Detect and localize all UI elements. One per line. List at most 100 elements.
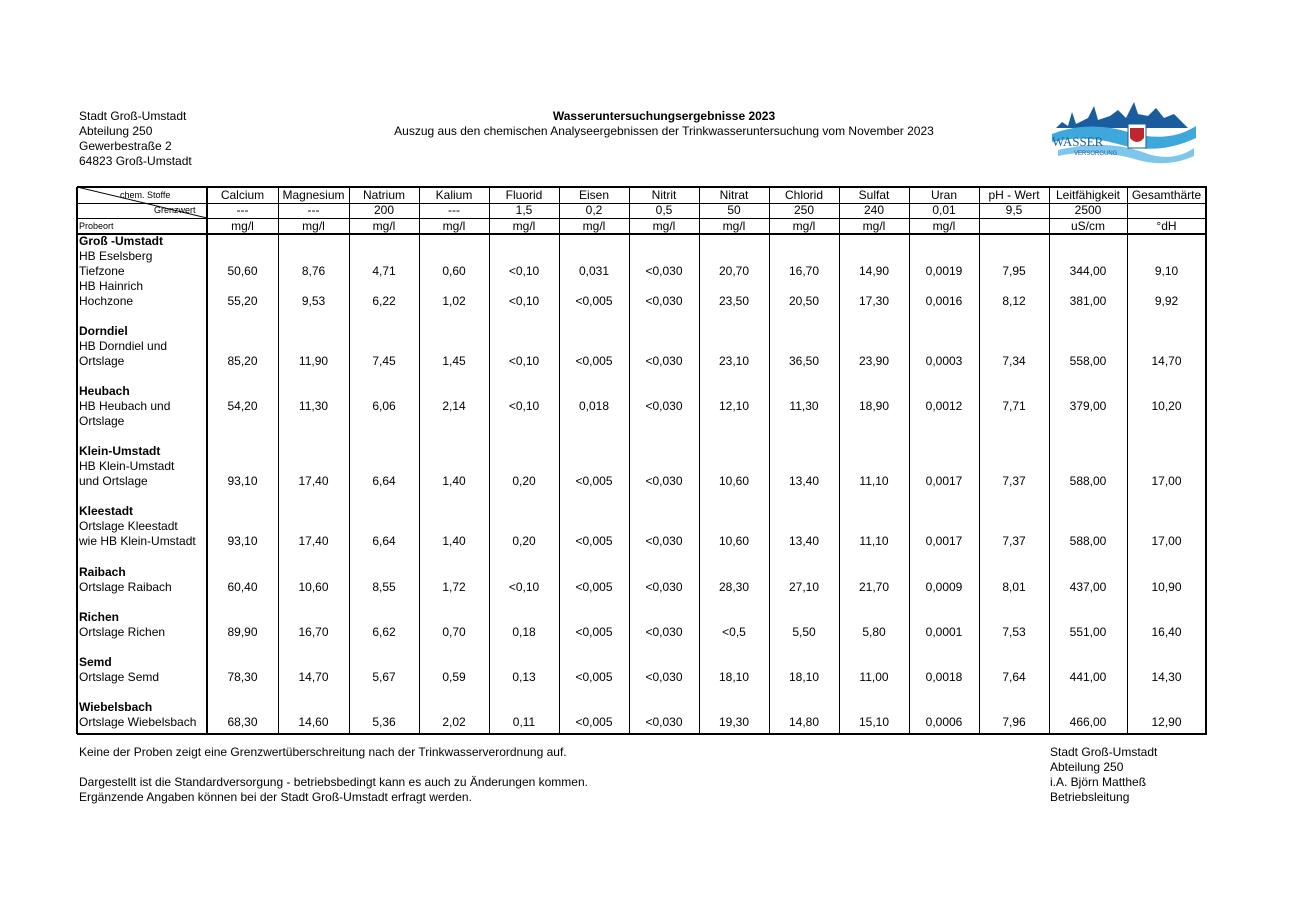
cell-value: 9,10 bbox=[1154, 263, 1179, 278]
cell-value: <0,10 bbox=[508, 263, 540, 278]
footer-note: Dargestellt ist die Standardversorgung -… bbox=[79, 774, 588, 789]
group-name: Richen bbox=[79, 609, 120, 624]
cell-value: 551,00 bbox=[1069, 624, 1107, 639]
cell-value: 5,36 bbox=[372, 715, 396, 730]
cell-value: 18,10 bbox=[718, 669, 750, 684]
cell-value: 85,20 bbox=[227, 353, 258, 368]
column-unit: mg/l bbox=[372, 218, 396, 233]
rule bbox=[76, 187, 78, 734]
column-unit: mg/l bbox=[932, 218, 956, 233]
cell-value: 68,30 bbox=[227, 715, 258, 730]
subtitle: Auszug aus den chemischen Analyseergebni… bbox=[394, 123, 934, 138]
cell-value: 0,0012 bbox=[925, 398, 963, 413]
cell-value: <0,5 bbox=[722, 624, 746, 639]
cell-value: <0,030 bbox=[645, 579, 683, 594]
cell-value: 12,10 bbox=[718, 398, 750, 413]
rule bbox=[1205, 187, 1207, 734]
row-label: HB Klein-Umstadt bbox=[79, 459, 175, 474]
cell-value: 16,40 bbox=[1151, 624, 1182, 639]
column-name: Magnesium bbox=[282, 187, 345, 202]
cell-value: <0,030 bbox=[645, 624, 683, 639]
row-label: Ortslage Kleestadt bbox=[79, 519, 178, 534]
cell-value: 10,60 bbox=[718, 474, 750, 489]
cell-value: 0,0003 bbox=[925, 353, 963, 368]
cell-value: 89,90 bbox=[227, 624, 258, 639]
cell-value: 7,53 bbox=[1002, 624, 1026, 639]
group-name: Raibach bbox=[79, 564, 126, 579]
cell-value: 2,14 bbox=[442, 398, 466, 413]
rule bbox=[1049, 187, 1050, 734]
cell-value: 2,02 bbox=[442, 715, 466, 730]
cell-value: <0,005 bbox=[575, 715, 613, 730]
cell-value: 13,40 bbox=[788, 534, 820, 549]
cell-value: 1,40 bbox=[442, 474, 466, 489]
cell-value: <0,030 bbox=[645, 398, 683, 413]
column-name: Uran bbox=[930, 187, 958, 202]
group-name: Klein-Umstadt bbox=[79, 444, 161, 459]
cell-value: 6,06 bbox=[372, 398, 396, 413]
cell-value: 0,0001 bbox=[925, 624, 963, 639]
row-label: Ortslage bbox=[79, 413, 125, 428]
rule bbox=[979, 187, 980, 734]
cell-value: <0,030 bbox=[645, 474, 683, 489]
cell-value: 16,70 bbox=[788, 263, 820, 278]
cell-value: 50,60 bbox=[227, 263, 258, 278]
column-name: Natrium bbox=[362, 187, 406, 202]
cell-value: 7,37 bbox=[1002, 534, 1026, 549]
rule bbox=[77, 733, 1207, 735]
cell-value: 437,00 bbox=[1069, 579, 1107, 594]
cell-value: 20,50 bbox=[788, 293, 820, 308]
column-unit: mg/l bbox=[442, 218, 466, 233]
cell-value: 93,10 bbox=[227, 534, 258, 549]
group-name: Kleestadt bbox=[79, 504, 134, 519]
cell-value: 6,64 bbox=[372, 474, 396, 489]
cell-value: 27,10 bbox=[788, 579, 820, 594]
cell-value: <0,030 bbox=[645, 534, 683, 549]
cell-value: 9,53 bbox=[301, 293, 326, 308]
cell-value: 7,71 bbox=[1002, 398, 1026, 413]
row-label: und Ortslage bbox=[79, 474, 148, 489]
group-name: Heubach bbox=[79, 383, 130, 398]
cell-value: <0,005 bbox=[575, 624, 613, 639]
address-line: 64823 Groß-Umstadt bbox=[79, 153, 192, 168]
column-unit: °dH bbox=[1156, 218, 1177, 233]
signature-line: Abteilung 250 bbox=[1050, 759, 1124, 774]
logo: WASSER VERSORGUNG bbox=[1052, 102, 1196, 164]
cell-value: 1,45 bbox=[442, 353, 466, 368]
cell-value: 6,62 bbox=[372, 624, 396, 639]
column-unit: mg/l bbox=[302, 218, 325, 233]
cell-value: 381,00 bbox=[1069, 293, 1107, 308]
cell-value: 55,20 bbox=[227, 293, 258, 308]
cell-value: <0,030 bbox=[645, 293, 683, 308]
column-name: pH - Wert bbox=[988, 187, 1040, 202]
rule bbox=[77, 203, 1207, 204]
column-limit: 200 bbox=[373, 202, 395, 217]
cell-value: 0,018 bbox=[578, 398, 610, 413]
cell-value: 17,40 bbox=[298, 534, 329, 549]
cell-value: 466,00 bbox=[1069, 715, 1107, 730]
column-name: Kalium bbox=[435, 187, 473, 202]
cell-value: 6,64 bbox=[372, 534, 396, 549]
cell-value: 14,70 bbox=[298, 669, 329, 684]
cell-value: 15,10 bbox=[858, 715, 890, 730]
rule bbox=[559, 187, 560, 734]
cell-value: 1,40 bbox=[442, 534, 466, 549]
cell-value: 0,11 bbox=[512, 715, 536, 730]
column-name: Chlorid bbox=[784, 187, 824, 202]
cell-value: <0,005 bbox=[575, 474, 613, 489]
cell-value: <0,005 bbox=[575, 669, 613, 684]
group-name: Groß -Umstadt bbox=[79, 233, 163, 248]
cell-value: <0,10 bbox=[508, 579, 540, 594]
cell-value: 23,90 bbox=[858, 353, 890, 368]
cell-value: 4,71 bbox=[372, 263, 396, 278]
group-name: Dorndiel bbox=[79, 323, 128, 338]
column-unit: mg/l bbox=[722, 218, 746, 233]
cell-value: 36,50 bbox=[788, 353, 820, 368]
cell-value: 18,10 bbox=[788, 669, 820, 684]
rule bbox=[77, 218, 1207, 219]
column-limit: 9,5 bbox=[1005, 202, 1023, 217]
cell-value: <0,030 bbox=[645, 353, 683, 368]
footer-note: Ergänzende Angaben können bei der Stadt … bbox=[79, 789, 472, 804]
cell-value: 8,55 bbox=[372, 579, 396, 594]
